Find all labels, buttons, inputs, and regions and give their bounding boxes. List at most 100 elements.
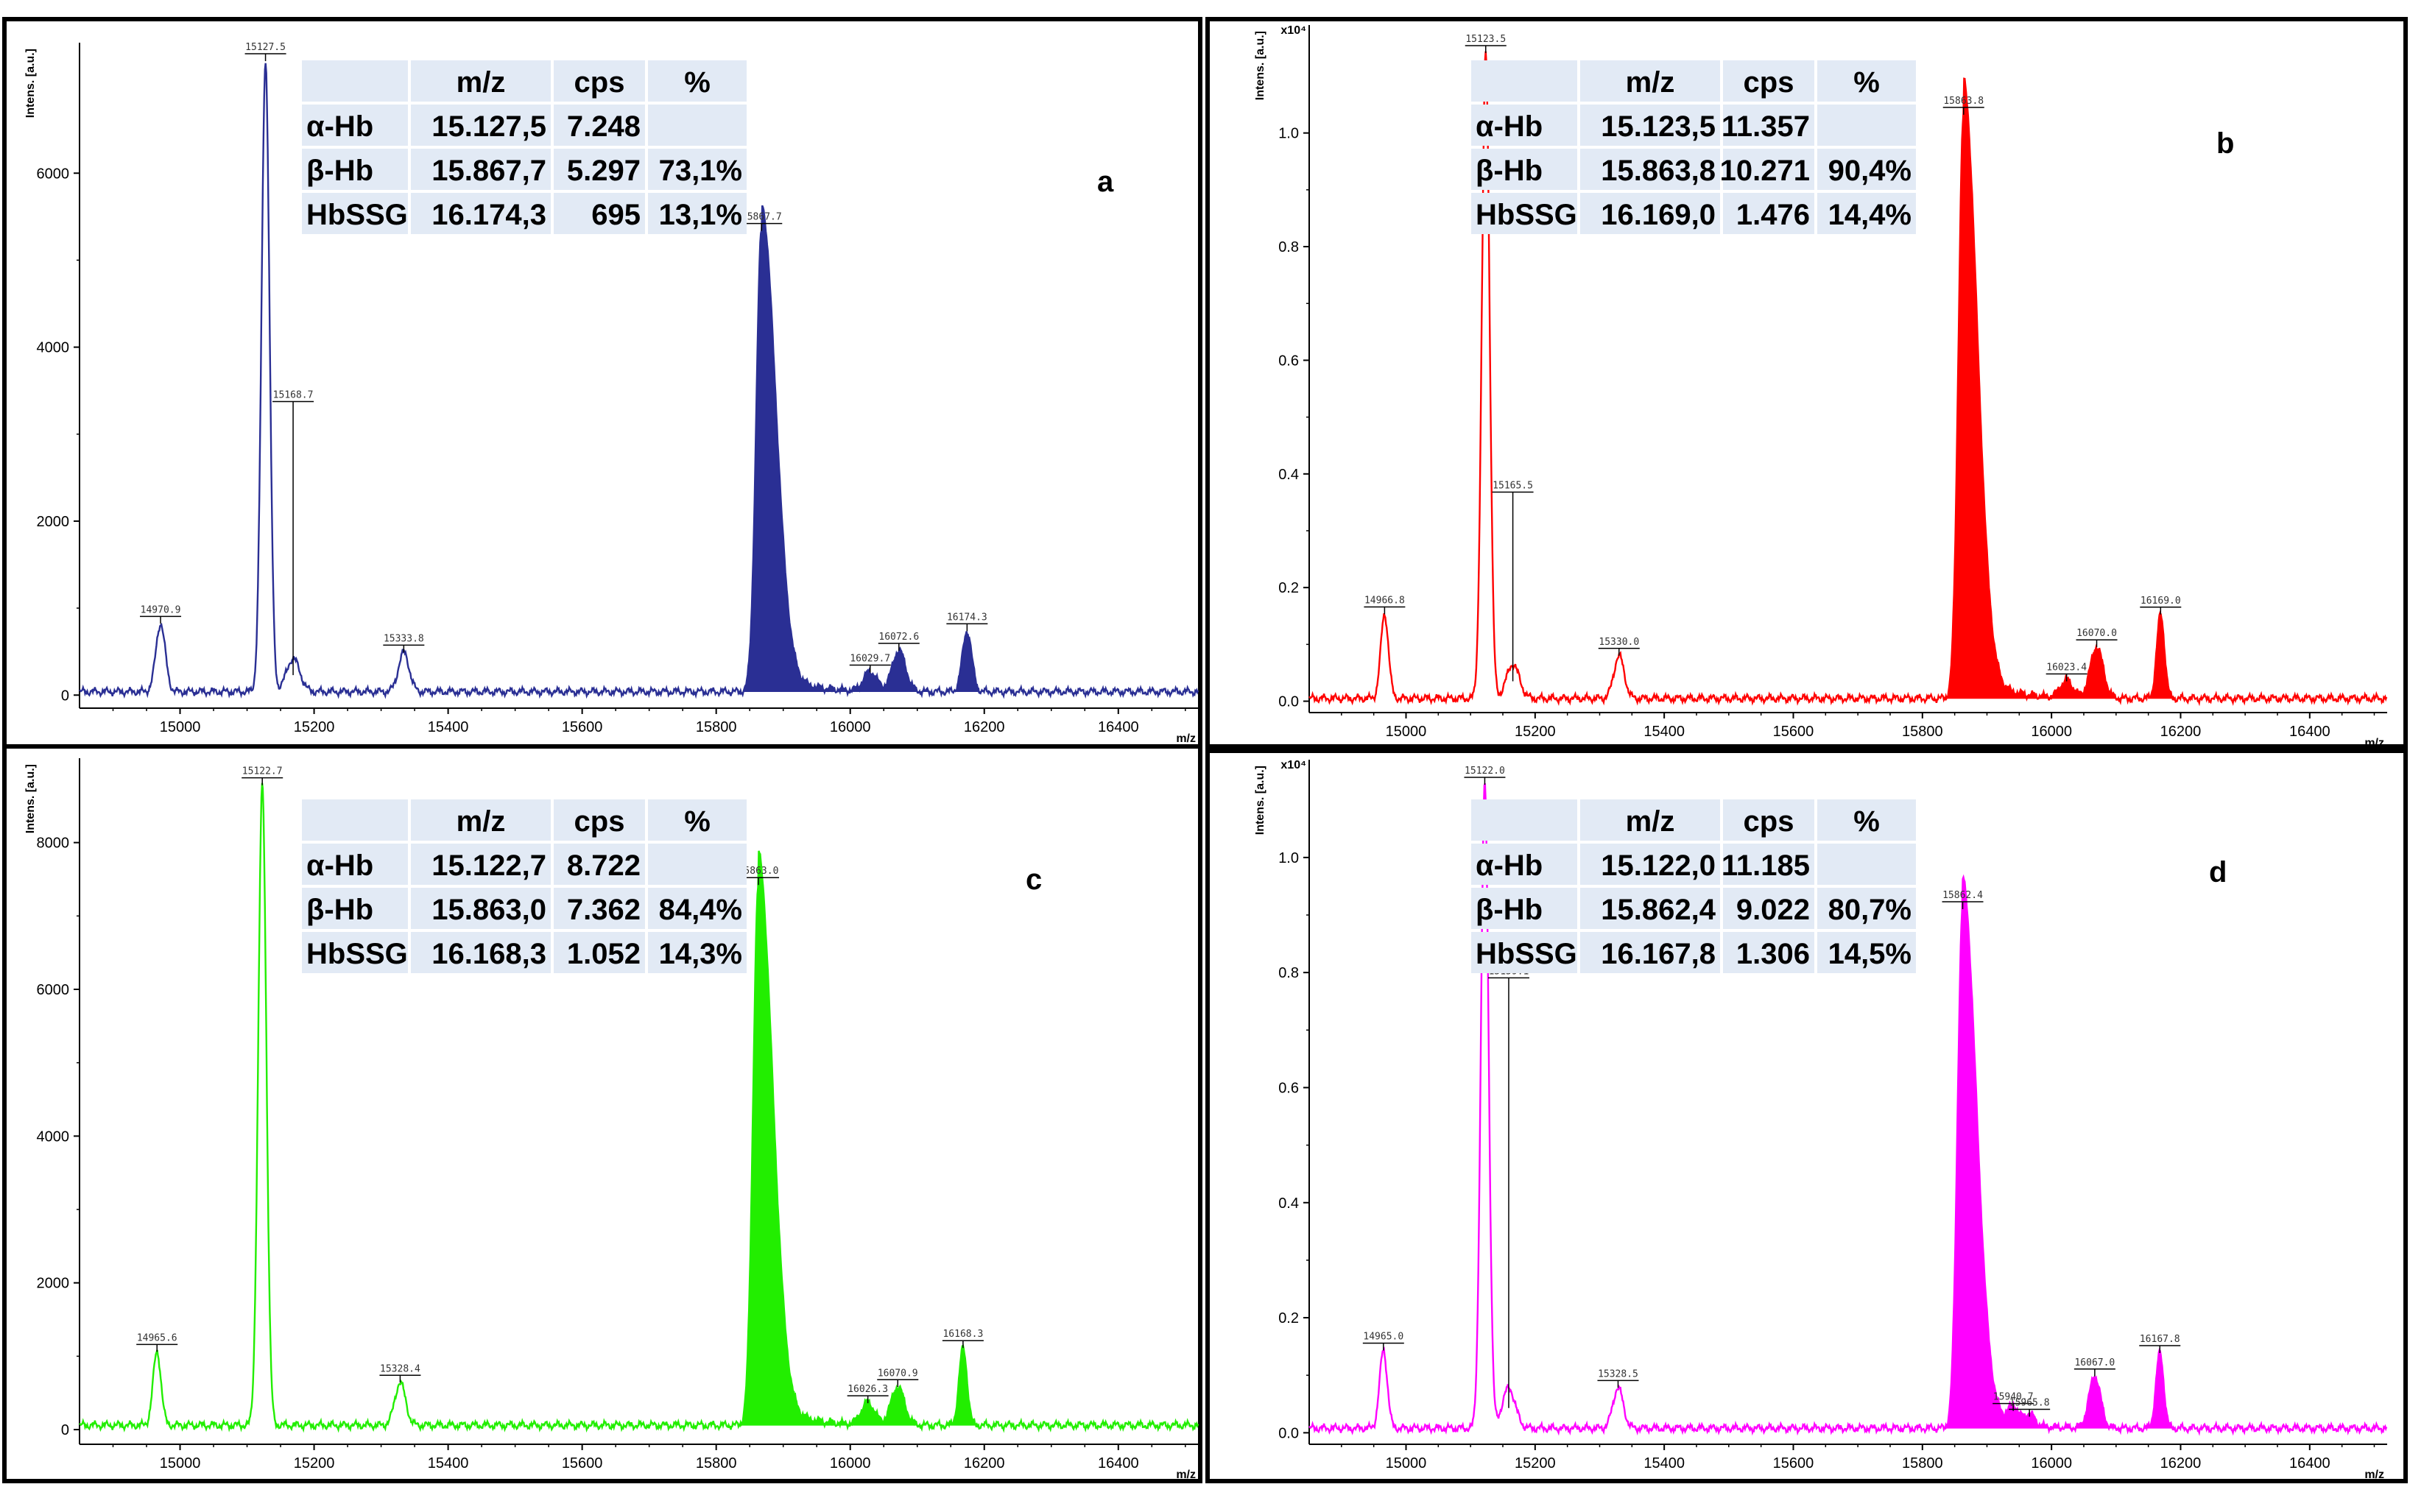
y-tick-label: 4000 (37, 1128, 70, 1145)
table-cell-bg (1723, 60, 1814, 102)
peak-label: 16169.0 (2141, 596, 2181, 607)
table-cell: 11.185 (1722, 849, 1810, 882)
table-cell-bg (648, 844, 747, 885)
x-axis-label: m/z (2364, 737, 2384, 749)
peak-area-16168.3 (949, 1345, 977, 1426)
x-tick-label: 16400 (2289, 724, 2330, 740)
table-cell: 15.122,7 (431, 849, 546, 882)
y-axis-label: Intens. [a.u.] (24, 764, 37, 833)
peak-area-15863.0 (741, 850, 927, 1430)
table-cell-bg (411, 105, 551, 146)
y-tick-label: 8000 (37, 836, 70, 852)
x-tick-label: 15800 (1902, 1455, 1943, 1472)
table-cell-bg (648, 888, 747, 929)
peak-label: 16067.0 (2074, 1357, 2115, 1368)
table-header-cell: cps (1744, 805, 1794, 838)
table-cell-bg (302, 105, 408, 146)
table-cell-bg (554, 799, 645, 841)
table-header-cell: % (1853, 66, 1880, 99)
table-cell-bg (554, 844, 645, 885)
x-tick-label: 16000 (2031, 724, 2072, 740)
panel-letter: b (2216, 127, 2234, 160)
x-tick-label: 15200 (1515, 1455, 1556, 1472)
table-cell-bg (302, 193, 408, 234)
table-cell-bg (1817, 105, 1916, 146)
panel-border (2, 744, 1202, 1483)
table-cell-bg (411, 193, 551, 234)
panel-letter: a (1097, 166, 1114, 198)
table-cell: α-Hb (1476, 849, 1543, 882)
table-cell-bg (554, 149, 645, 190)
x-tick-label: 15400 (1643, 724, 1685, 740)
peak-label: 14965.6 (137, 1332, 177, 1343)
table-cell-bg (1580, 105, 1720, 146)
peak-label: 14966.8 (1364, 595, 1405, 606)
table-cell-bg (1580, 149, 1720, 190)
data-table: m/z cps % α-Hb 15.123,5 11.357 β-Hb 15.863,8 10.… (1471, 60, 1916, 234)
table-cell: 73,1% (659, 155, 742, 187)
table-cell: 14,4% (1828, 199, 1912, 231)
table-header-cell: m/z (457, 805, 506, 838)
spectrum-line (79, 63, 1199, 699)
peak-label: 16026.3 (848, 1384, 888, 1395)
table-cell-bg (1471, 799, 1577, 841)
y-exponent-label: x10⁴ (1280, 759, 1306, 771)
table-cell: HbSSG (306, 938, 408, 970)
table-cell-bg (1723, 193, 1814, 234)
peak-label: 16168.3 (942, 1329, 983, 1340)
panel-border (1205, 749, 2408, 1483)
table-cell: 7.248 (567, 110, 641, 143)
table-cell-bg (1580, 60, 1720, 102)
table-cell-bg (554, 60, 645, 102)
x-tick-label: 15400 (428, 719, 469, 735)
table-cell: α-Hb (306, 110, 373, 143)
table-cell-bg (1471, 149, 1577, 190)
table-cell-bg (1580, 844, 1720, 885)
table-cell: 90,4% (1828, 155, 1912, 187)
peak-area-15862.4 (1945, 876, 2125, 1433)
x-tick-label: 15200 (294, 1455, 335, 1472)
table-cell-bg (302, 888, 408, 929)
table-cell-bg (302, 149, 408, 190)
peak-label: 16174.3 (947, 612, 987, 623)
table-cell: 8.722 (567, 849, 641, 882)
table-cell-bg (411, 932, 551, 973)
y-tick-label: 0 (61, 688, 69, 704)
table-cell-bg (411, 799, 551, 841)
x-tick-label: 15000 (1386, 1455, 1427, 1472)
table-cell-bg (1817, 888, 1916, 929)
y-tick-label: 0.2 (1278, 580, 1299, 596)
peak-label: 15122.0 (1465, 766, 1505, 777)
table-cell: 84,4% (659, 894, 742, 926)
table-cell-bg (1817, 60, 1916, 102)
table-cell: 1.476 (1736, 199, 1810, 231)
table-cell: 14,5% (1828, 938, 1912, 970)
table-cell: HbSSG (1476, 938, 1577, 970)
table-cell-bg (302, 844, 408, 885)
table-header-cell: cps (574, 66, 625, 99)
spectrum-line (1308, 783, 2388, 1436)
peak-label: 15330.0 (1599, 637, 1639, 648)
x-tick-label: 15000 (160, 1455, 201, 1472)
y-tick-label: 0.8 (1278, 239, 1299, 255)
table-cell: β-Hb (1476, 894, 1543, 926)
peak-area-15863.8 (1946, 78, 2126, 704)
table-header-cell: m/z (1626, 805, 1675, 838)
panel-letter: d (2209, 856, 2227, 889)
table-header-cell: m/z (1626, 66, 1675, 99)
table-cell-bg (648, 149, 747, 190)
table-header-cell: % (1853, 805, 1880, 838)
x-tick-label: 16000 (830, 719, 871, 735)
peak-label: 16070.9 (878, 1368, 918, 1379)
y-tick-label: 6000 (37, 166, 70, 182)
table-cell: 15.863,8 (1601, 155, 1716, 187)
table-cell: 1.306 (1736, 938, 1810, 970)
table-cell-bg (554, 105, 645, 146)
table-cell-bg (1471, 60, 1577, 102)
table-cell-bg (554, 193, 645, 234)
peak-label: 15863.0 (739, 866, 779, 877)
table-cell-bg (1471, 932, 1577, 973)
peak-area-15867.7 (744, 205, 929, 696)
table-cell-bg (648, 799, 747, 841)
